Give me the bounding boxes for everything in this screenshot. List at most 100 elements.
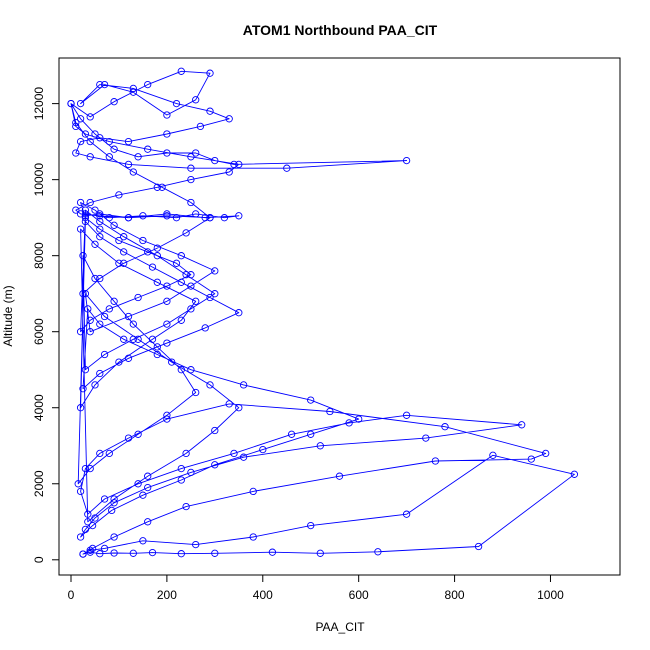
data-point [225, 115, 233, 123]
data-point [187, 175, 195, 184]
data-point [86, 316, 94, 324]
x-tick-label: 200 [157, 588, 177, 602]
y-tick-label: 10000 [32, 163, 46, 197]
data-point [187, 164, 195, 172]
data-point [76, 115, 85, 123]
data-point [182, 229, 190, 237]
data-point [326, 407, 334, 416]
data-point [220, 214, 229, 222]
data-point [105, 137, 113, 146]
data-point [134, 480, 142, 488]
data-point [249, 487, 257, 496]
data-point [129, 84, 137, 93]
data-point [129, 549, 137, 557]
data-point [187, 271, 195, 279]
series-line [70, 70, 575, 555]
data-point [211, 426, 219, 435]
data-point [96, 550, 104, 558]
data-point [81, 214, 90, 222]
data-point [129, 168, 137, 176]
data-point [110, 499, 118, 507]
data-point [163, 130, 171, 138]
data-point [81, 525, 90, 534]
data-point [139, 236, 147, 245]
data-point [527, 455, 535, 463]
data-point [81, 212, 90, 220]
data-point [172, 99, 181, 108]
data-point [91, 381, 99, 389]
data-point [187, 305, 195, 313]
data-point [91, 206, 99, 214]
data-point [76, 99, 85, 108]
data-point [72, 122, 80, 131]
data-point [124, 312, 133, 321]
data-point [144, 518, 152, 526]
data-point [86, 328, 94, 336]
data-point [230, 449, 238, 458]
data-point [139, 212, 147, 220]
data-point [108, 506, 116, 515]
chart-title: ATOM1 Northbound PAA_CIT [243, 22, 438, 38]
data-point [105, 214, 113, 222]
data-point [144, 248, 152, 256]
data-point [139, 491, 147, 499]
data-point [187, 282, 195, 290]
x-tick-label: 600 [349, 588, 369, 602]
data-point [100, 350, 109, 359]
data-point [163, 415, 171, 423]
data-point [316, 442, 324, 450]
data-point [163, 339, 171, 347]
data-point [134, 335, 142, 343]
data-point [316, 549, 324, 557]
data-point [192, 297, 200, 305]
data-point [100, 312, 109, 321]
data-point [163, 320, 171, 328]
data-point [67, 99, 75, 108]
data-point [81, 217, 90, 226]
data-point [172, 259, 181, 267]
data-point [355, 415, 363, 423]
data-point [570, 470, 579, 478]
data-point [139, 537, 147, 545]
data-point [124, 354, 133, 362]
data-point [105, 305, 113, 313]
data-point [115, 358, 123, 366]
data-point [211, 156, 219, 165]
x-tick-label: 800 [445, 588, 465, 602]
data-point [192, 149, 200, 157]
data-point [239, 381, 248, 389]
data-point [239, 453, 248, 461]
data-point [441, 423, 449, 431]
data-point [187, 198, 195, 207]
x-tick-label: 0 [68, 588, 75, 602]
data-point [129, 88, 137, 96]
data-point [76, 533, 85, 541]
x-tick-label: 400 [253, 588, 273, 602]
data-point [153, 278, 161, 286]
data-point [120, 259, 128, 267]
data-point [163, 111, 171, 119]
data-point [225, 168, 233, 176]
data-point [201, 324, 209, 332]
data-point [76, 328, 85, 336]
data-point [177, 278, 185, 286]
y-tick-label: 2000 [32, 470, 46, 497]
data-point [86, 113, 94, 121]
data-point [259, 445, 267, 454]
data-point [86, 546, 94, 554]
data-point [110, 495, 118, 503]
data-point [76, 404, 85, 412]
plot-area [67, 67, 579, 558]
data-point [115, 191, 123, 199]
x-axis: 0 200 400 600 800 1000 [68, 574, 564, 602]
data-point [211, 267, 219, 275]
data-point [96, 210, 104, 218]
x-axis-label: PAA_CIT [315, 620, 365, 634]
plot-frame [58, 57, 621, 576]
data-point [100, 544, 109, 553]
data-point [110, 145, 118, 153]
data-point [177, 366, 185, 374]
data-point [110, 549, 118, 557]
data-point [163, 411, 171, 419]
